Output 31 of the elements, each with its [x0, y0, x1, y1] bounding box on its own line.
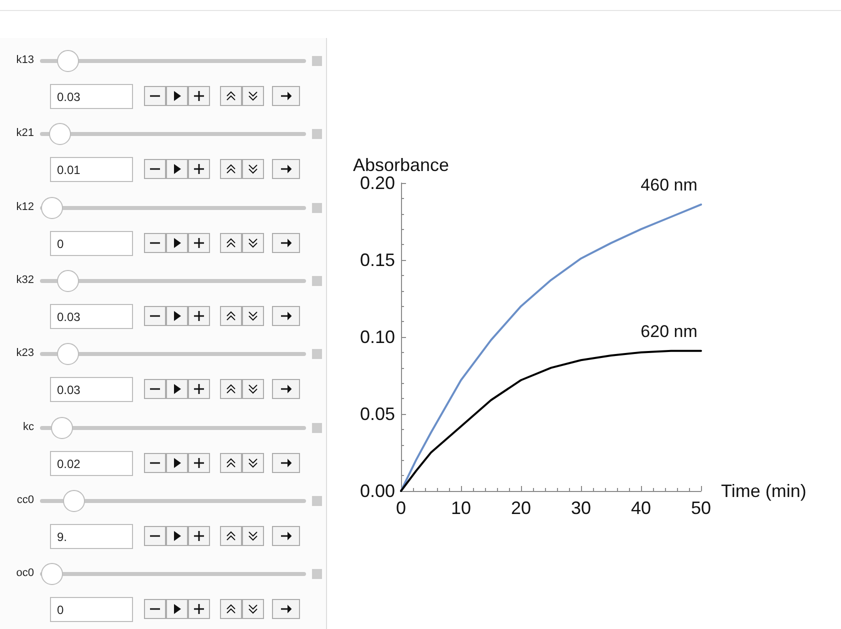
x-tick-label: 10 — [450, 498, 472, 518]
text: 0.03 — [50, 304, 133, 329]
x-tick-label: 30 — [570, 498, 592, 518]
text: 0 — [50, 597, 133, 622]
text: k13 — [15, 54, 34, 66]
y-tick-label: 0.05 — [360, 404, 395, 424]
text: 0.01 — [50, 157, 133, 182]
text: k12 — [15, 200, 34, 213]
text: 0.03 — [50, 377, 133, 402]
text: kc — [22, 420, 34, 432]
text: 0 — [50, 230, 133, 256]
text: 0.02 — [50, 450, 133, 476]
x-tick-label: 50 — [690, 498, 712, 518]
text: cc0 — [16, 494, 34, 506]
text: k21 — [15, 127, 34, 140]
text: 9. — [50, 524, 133, 549]
series-label: 460 nm — [640, 176, 698, 195]
y-tick-label: 0.15 — [360, 250, 395, 270]
y-tick-label: 0.20 — [360, 173, 395, 193]
text: oc0 — [15, 567, 34, 580]
y-tick-label: 0.10 — [360, 327, 395, 347]
text: 0.03 — [50, 84, 133, 109]
text: k23 — [15, 347, 34, 360]
x-tick-label: 0 — [396, 498, 406, 518]
x-tick-label: 40 — [630, 498, 652, 518]
x-axis-title: Time (min) — [721, 481, 806, 501]
y-axis-title: Absorbance — [352, 155, 450, 176]
series-label: 620 nm — [640, 322, 698, 341]
y-tick-label: 0.00 — [360, 481, 395, 501]
x-tick-label: 20 — [510, 498, 532, 518]
text: k32 — [15, 274, 34, 286]
